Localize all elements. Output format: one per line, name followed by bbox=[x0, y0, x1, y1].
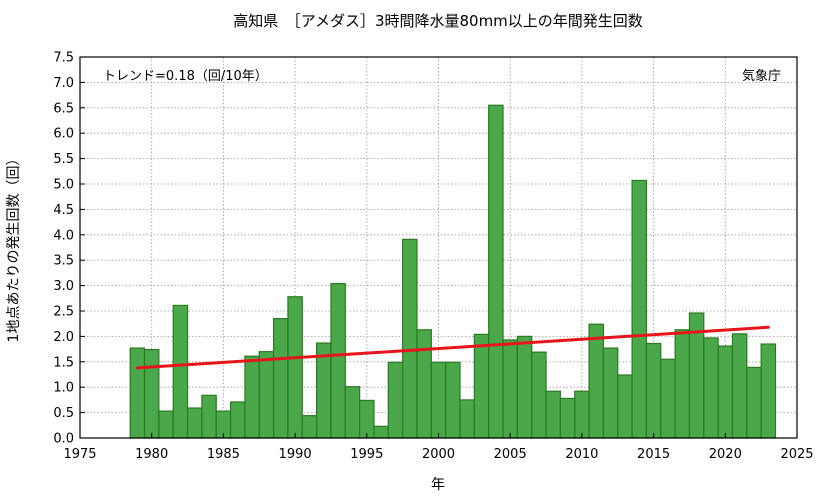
y-tick-label: 2.5 bbox=[53, 305, 74, 320]
bar-1984 bbox=[201, 394, 217, 439]
x-tick-label: 1975 bbox=[63, 447, 96, 462]
bar-1998 bbox=[402, 238, 418, 439]
bar-2001 bbox=[445, 361, 461, 439]
bar-2008 bbox=[545, 390, 561, 439]
bar-1987 bbox=[244, 355, 260, 439]
bar-1982 bbox=[172, 304, 189, 439]
x-tick-label: 2005 bbox=[494, 447, 527, 462]
x-tick-label: 1980 bbox=[135, 447, 168, 462]
y-tick-label: 2.0 bbox=[53, 330, 74, 345]
bar-2016 bbox=[660, 358, 676, 439]
x-tick-label: 1995 bbox=[350, 447, 383, 462]
bar-2009 bbox=[559, 397, 576, 439]
y-tick-label: 6.5 bbox=[53, 101, 74, 116]
chart-title: 高知県 ［アメダス］3時間降水量80mm以上の年間発生回数 bbox=[233, 12, 643, 30]
y-tick-label: 1.0 bbox=[53, 381, 74, 396]
bar-2004 bbox=[488, 104, 504, 439]
bar-1981 bbox=[158, 410, 174, 439]
bar-2022 bbox=[746, 366, 762, 439]
y-axis: 0.0 0.5 1.0 1.5 2.0 2.5 3.0 3.5 4.0 4.5 5.0 5.5 6.0 6… bbox=[53, 51, 85, 447]
bar-1996 bbox=[373, 425, 389, 439]
x-tick-label: 2015 bbox=[637, 447, 670, 462]
source-label: 気象庁 bbox=[742, 68, 781, 84]
bar-1988 bbox=[258, 351, 275, 439]
bar-2023 bbox=[760, 343, 777, 439]
bar-1997 bbox=[387, 361, 404, 439]
bar-1993 bbox=[330, 282, 346, 439]
y-tick-label: 3.5 bbox=[53, 254, 74, 269]
x-tick-label: 2025 bbox=[780, 447, 813, 462]
y-tick-label: 0.5 bbox=[53, 406, 74, 421]
bar-2003 bbox=[473, 333, 490, 439]
trend-label: トレンド=0.18（回/10年） bbox=[103, 69, 268, 84]
y-tick-label: 4.0 bbox=[53, 228, 74, 243]
bar-1989 bbox=[272, 318, 289, 439]
bar-2005 bbox=[502, 339, 518, 439]
bar-2011 bbox=[588, 323, 605, 439]
bar-2015 bbox=[645, 342, 662, 439]
bar-2007 bbox=[531, 351, 547, 439]
bar-1979 bbox=[129, 347, 146, 439]
bar-1991 bbox=[301, 415, 318, 439]
bar-2020 bbox=[717, 345, 734, 439]
bar-2017 bbox=[674, 329, 691, 439]
bar-2010 bbox=[574, 390, 590, 439]
y-tick-label: 6.0 bbox=[53, 127, 74, 142]
trend bbox=[135, 325, 770, 370]
bar-2014 bbox=[631, 179, 648, 439]
y-tick-label: 3.0 bbox=[53, 279, 74, 294]
bar-1983 bbox=[186, 407, 203, 439]
bars bbox=[129, 104, 777, 439]
y-tick-label: 7.5 bbox=[53, 51, 74, 66]
bar-2013 bbox=[617, 374, 633, 439]
bar-1999 bbox=[416, 329, 432, 439]
bar-2000 bbox=[430, 361, 447, 439]
y-tick-label: 7.0 bbox=[53, 76, 74, 91]
x-tick-label: 2000 bbox=[422, 447, 455, 462]
x-tick-label: 2020 bbox=[709, 447, 742, 462]
x-tick-label: 1990 bbox=[279, 447, 312, 462]
x-axis-label: 年 bbox=[431, 477, 445, 493]
bar-1994 bbox=[344, 386, 361, 439]
trend-line bbox=[135, 325, 770, 370]
bar-1990 bbox=[287, 296, 303, 439]
bar-2012 bbox=[602, 347, 619, 439]
y-tick-label: 5.5 bbox=[53, 152, 74, 167]
bar-2002 bbox=[459, 399, 475, 439]
y-tick-label: 1.5 bbox=[53, 355, 74, 370]
y-axis-label: 1地点あたりの発生回数（回） bbox=[6, 152, 22, 343]
x-axis: 1975 1980 1985 1990 1995 2000 2005 2010 2015 2020… bbox=[63, 433, 814, 462]
bar-1986 bbox=[229, 401, 246, 439]
x-tick-label: 1985 bbox=[207, 447, 240, 462]
y-tick-label: 0.0 bbox=[53, 432, 74, 447]
bar-2006 bbox=[516, 335, 533, 439]
bar-2021 bbox=[731, 333, 748, 439]
x-tick-label: 2010 bbox=[565, 447, 598, 462]
bar-1980 bbox=[143, 349, 160, 439]
y-tick-label: 5.0 bbox=[53, 178, 74, 193]
y-tick-label: 4.5 bbox=[53, 203, 74, 218]
bar-2019 bbox=[703, 337, 719, 439]
bar-1995 bbox=[359, 399, 375, 439]
